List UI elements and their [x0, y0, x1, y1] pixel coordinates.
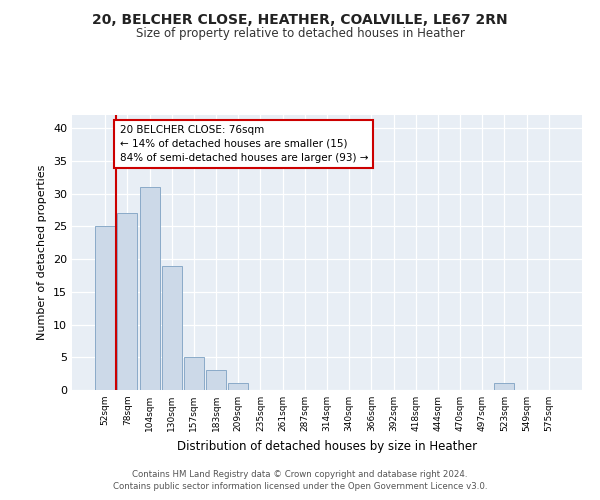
Text: Contains public sector information licensed under the Open Government Licence v3: Contains public sector information licen… — [113, 482, 487, 491]
Bar — [162, 266, 182, 390]
Bar — [184, 358, 204, 390]
Bar — [95, 226, 115, 390]
Text: 20, BELCHER CLOSE, HEATHER, COALVILLE, LE67 2RN: 20, BELCHER CLOSE, HEATHER, COALVILLE, L… — [92, 12, 508, 26]
Text: 20 BELCHER CLOSE: 76sqm
← 14% of detached houses are smaller (15)
84% of semi-de: 20 BELCHER CLOSE: 76sqm ← 14% of detache… — [119, 125, 368, 163]
Bar — [494, 384, 514, 390]
Bar — [118, 213, 137, 390]
Bar — [206, 370, 226, 390]
Text: Size of property relative to detached houses in Heather: Size of property relative to detached ho… — [136, 28, 464, 40]
Bar — [140, 187, 160, 390]
Text: Contains HM Land Registry data © Crown copyright and database right 2024.: Contains HM Land Registry data © Crown c… — [132, 470, 468, 479]
Bar — [228, 384, 248, 390]
Y-axis label: Number of detached properties: Number of detached properties — [37, 165, 47, 340]
X-axis label: Distribution of detached houses by size in Heather: Distribution of detached houses by size … — [177, 440, 477, 452]
